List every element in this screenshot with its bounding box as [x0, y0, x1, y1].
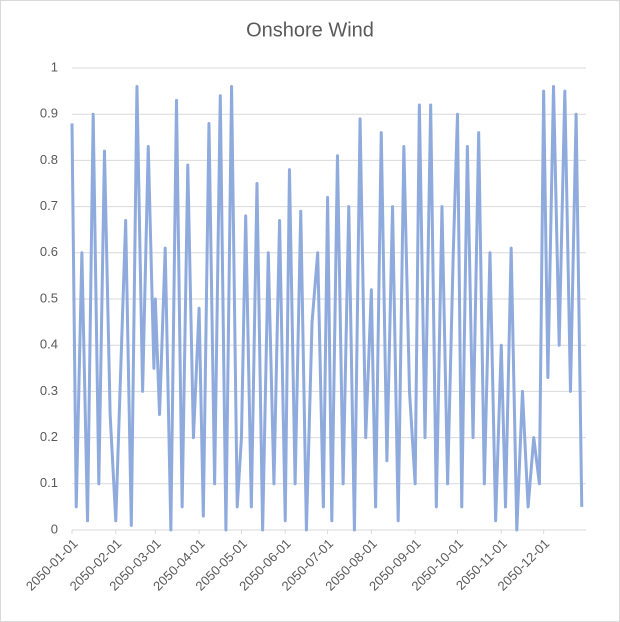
- y-tick-label: 0.3: [40, 383, 58, 398]
- y-tick-label: 0.2: [40, 429, 58, 444]
- line-series: [70, 84, 584, 532]
- y-tick-label: 0.4: [40, 337, 58, 352]
- y-tick-label: 0.9: [40, 106, 58, 121]
- y-tick-label: 0.7: [40, 198, 58, 213]
- y-tick-label: 0: [51, 521, 58, 536]
- y-tick-label: 0.6: [40, 244, 58, 259]
- y-tick-label: 1: [51, 59, 58, 74]
- y-tick-label: 0.5: [40, 290, 58, 305]
- y-tick-label: 0.8: [40, 152, 58, 167]
- y-tick-label: 0.1: [40, 475, 58, 490]
- chart-title: Onshore Wind: [246, 19, 374, 41]
